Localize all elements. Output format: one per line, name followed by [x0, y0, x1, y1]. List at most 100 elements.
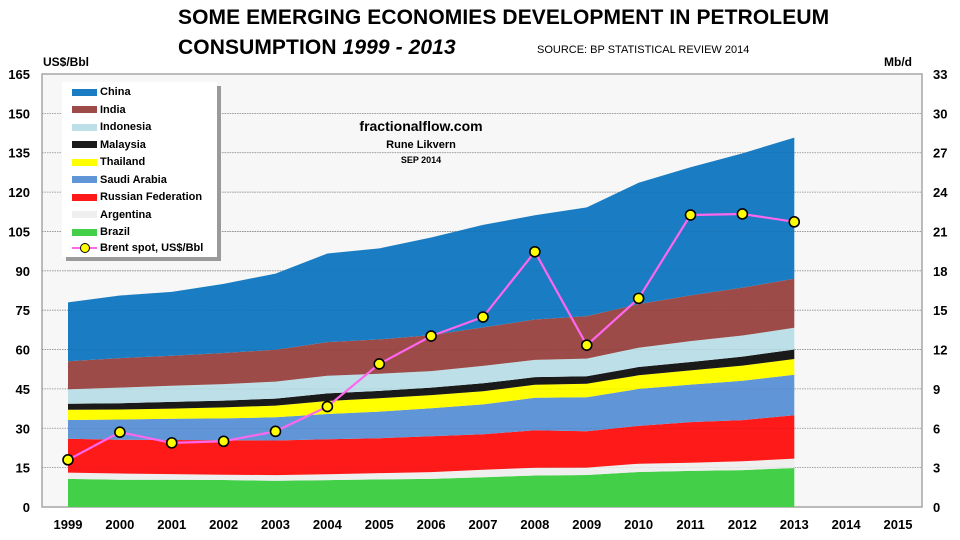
legend-label: Thailand — [100, 156, 146, 168]
x-axis-ticks: 1999 2000 2001 2002 2003 2004 2005 2006 2007 2008… — [54, 517, 913, 532]
legend-item-brent: Brent spot, US$/Bbl — [72, 240, 203, 256]
brent-point — [580, 339, 593, 351]
title-prefix: CONSUMPTION — [178, 36, 343, 59]
chart-title-line1: SOME EMERGING ECONOMIES DEVELOPMENT IN P… — [178, 6, 830, 29]
brent-point — [165, 437, 178, 449]
area-russian-federation — [68, 415, 795, 476]
x-tick-label: 2004 — [313, 517, 343, 532]
x-tick-label: 2015 — [884, 517, 913, 532]
brent-point — [321, 400, 334, 413]
chart-title-line2: CONSUMPTION 1999 - 2013 — [178, 36, 456, 60]
right-tick-label: 30 — [933, 106, 947, 121]
brent-point — [477, 311, 489, 323]
x-tick-label: 2007 — [469, 517, 498, 532]
left-tick-label: 165 — [8, 67, 30, 82]
annotation-date: SEP 2014 — [400, 155, 442, 165]
brent-point — [632, 292, 645, 305]
left-tick-label: 15 — [16, 461, 30, 476]
x-tick-label: 2013 — [780, 517, 809, 532]
legend-swatch — [72, 141, 97, 148]
chart-source: SOURCE: BP STATISTICAL REVIEW 2014 — [537, 44, 750, 56]
annotation-site: fractionalflow.com — [359, 118, 483, 134]
brent-point — [114, 426, 126, 439]
area-malaysia — [68, 349, 795, 410]
brent-line-marker-icon — [72, 243, 97, 253]
right-tick-label: 12 — [933, 343, 947, 358]
legend-swatch — [72, 106, 97, 113]
left-tick-label: 135 — [8, 146, 30, 161]
right-tick-label: 27 — [933, 146, 947, 161]
right-tick-label: 6 — [933, 421, 940, 436]
x-tick-label: 1999 — [54, 517, 83, 532]
legend-label: China — [100, 86, 131, 98]
brent-point — [269, 425, 282, 438]
area-saudi-arabia — [68, 374, 795, 441]
brent-point — [217, 435, 230, 448]
legend-label: Indonesia — [100, 121, 152, 133]
area-argentina — [68, 458, 795, 481]
brent-point — [788, 216, 801, 228]
annotation-author: Rune Likvern — [386, 139, 456, 151]
x-tick-label: 2014 — [832, 517, 862, 532]
legend-label: Brent spot, US$/Bbl — [100, 242, 204, 254]
left-tick-label: 105 — [8, 224, 30, 239]
left-tick-label: 75 — [16, 303, 30, 318]
area-indonesia — [68, 327, 795, 404]
legend-swatch — [72, 158, 97, 166]
left-axis-ticks: 0 15 30 45 60 75 90 105 120 135 150 165 — [8, 67, 30, 515]
legend-item-china: China — [72, 84, 131, 100]
legend-item-argentina: Argentina — [72, 207, 151, 223]
left-tick-label: 0 — [23, 500, 30, 515]
brent-point — [529, 245, 541, 258]
legend-item-russian-federation: Russian Federation — [72, 189, 202, 205]
area-india — [68, 278, 795, 390]
x-tick-label: 2000 — [105, 517, 134, 532]
right-tick-label: 21 — [933, 224, 947, 239]
right-tick-label: 0 — [933, 500, 940, 515]
legend-item-thailand: Thailand — [72, 154, 145, 170]
legend-item-saudi-arabia: Saudi Arabia — [72, 172, 167, 188]
legend-swatch — [72, 193, 97, 201]
legend-item-malaysia: Malaysia — [72, 137, 146, 153]
brent-line-group — [62, 208, 801, 466]
area-thailand — [68, 359, 795, 420]
brent-point — [684, 209, 697, 221]
right-tick-label: 15 — [933, 303, 947, 318]
x-tick-label: 2001 — [157, 517, 186, 532]
legend-swatch — [72, 88, 97, 96]
legend-label: Brazil — [100, 226, 130, 238]
x-tick-label: 2008 — [520, 517, 549, 532]
legend-swatch — [72, 211, 97, 218]
right-tick-label: 9 — [933, 382, 940, 397]
right-tick-label: 33 — [933, 67, 947, 82]
legend-item-indonesia: Indonesia — [72, 119, 151, 135]
brent-point — [373, 358, 386, 370]
legend: China India Indonesia Malaysia Thailand … — [62, 82, 217, 257]
x-tick-label: 2006 — [417, 517, 446, 532]
stacked-areas — [68, 113, 795, 507]
left-tick-label: 45 — [16, 382, 30, 397]
legend-label: India — [100, 103, 126, 116]
x-tick-label: 2005 — [365, 517, 394, 532]
left-tick-label: 60 — [16, 343, 30, 358]
right-axis-ticks: 0 3 6 9 12 15 18 21 24 27 30 33 — [933, 67, 948, 515]
brent-point — [425, 330, 437, 342]
legend-item-brazil: Brazil — [72, 224, 130, 240]
title-years: 1999 - 2013 — [342, 36, 456, 59]
legend-swatch — [72, 228, 97, 236]
x-tick-label: 2002 — [209, 517, 238, 532]
legend-swatch — [72, 176, 97, 183]
x-tick-label: 2011 — [676, 517, 704, 532]
right-tick-label: 3 — [933, 461, 940, 476]
brent-point — [62, 454, 74, 466]
x-tick-label: 2012 — [728, 517, 757, 532]
left-tick-label: 30 — [16, 421, 30, 436]
x-tick-label: 2010 — [624, 517, 653, 532]
x-tick-label: 2009 — [572, 517, 601, 532]
area-brazil — [68, 468, 795, 507]
left-axis-label: US$/Bbl — [43, 55, 90, 69]
right-tick-label: 18 — [933, 264, 947, 279]
legend-label: Argentina — [100, 208, 152, 221]
right-tick-label: 24 — [933, 185, 948, 200]
